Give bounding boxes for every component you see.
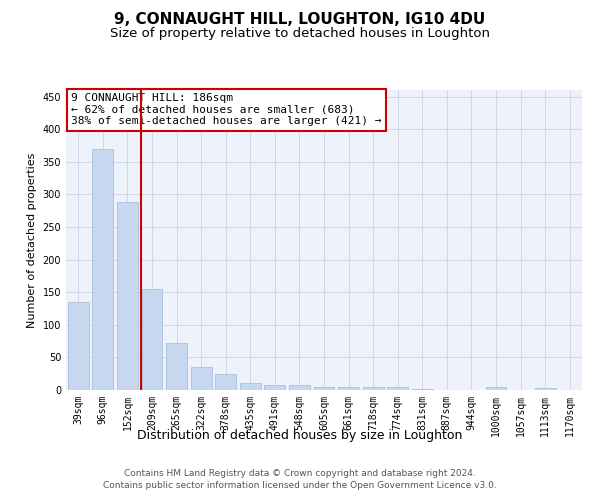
Bar [68,302,89,390]
Bar [92,148,113,390]
Bar [265,385,286,390]
Text: Size of property relative to detached houses in Loughton: Size of property relative to detached ho… [110,28,490,40]
Bar [240,384,261,390]
Text: 9, CONNAUGHT HILL, LOUGHTON, IG10 4DU: 9, CONNAUGHT HILL, LOUGHTON, IG10 4DU [115,12,485,28]
Bar [485,388,506,390]
Bar [289,386,310,390]
Bar [362,386,383,390]
Y-axis label: Number of detached properties: Number of detached properties [27,152,37,328]
Bar [314,388,334,390]
Bar [142,289,163,390]
Bar [387,388,408,390]
Text: Distribution of detached houses by size in Loughton: Distribution of detached houses by size … [137,430,463,442]
Bar [191,366,212,390]
Bar [338,388,359,390]
Text: Contains HM Land Registry data © Crown copyright and database right 2024.
Contai: Contains HM Land Registry data © Crown c… [103,469,497,490]
Bar [535,388,556,390]
Bar [166,343,187,390]
Bar [215,374,236,390]
Text: 9 CONNAUGHT HILL: 186sqm
← 62% of detached houses are smaller (683)
38% of semi-: 9 CONNAUGHT HILL: 186sqm ← 62% of detach… [71,93,382,126]
Bar [412,388,433,390]
Bar [117,202,138,390]
